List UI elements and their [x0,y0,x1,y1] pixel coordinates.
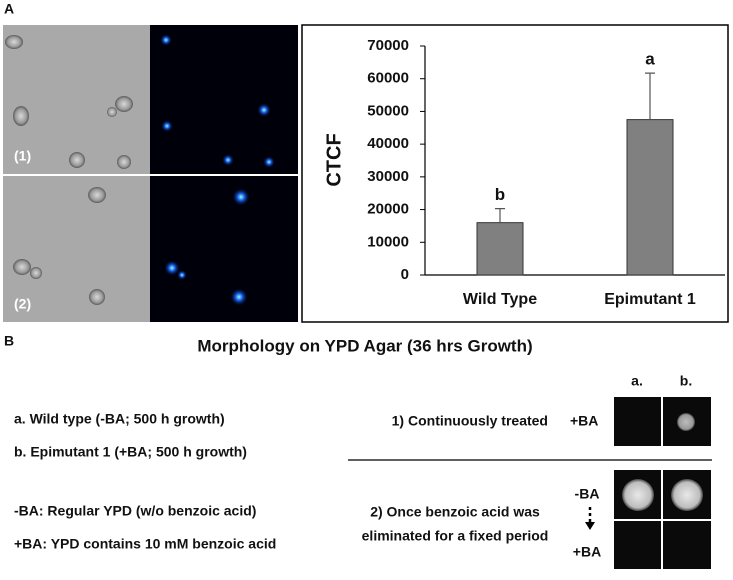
bar [476,222,524,276]
panel-label: B [4,333,14,349]
row-label: eliminated for a fixed period [362,528,549,544]
image-label: (2) [14,296,31,312]
y-tick-label: 10000 [367,233,409,250]
chart-frame [301,24,729,323]
chart: 0 10000 20000 30000 40000 50000 60000 70000 CTCF… [323,37,725,308]
micrographs: (1) (2) [3,25,298,322]
y-tick-label: 30000 [367,168,409,185]
y-tick-label: 20000 [367,201,409,218]
key-line: b. Epimutant 1 (+BA; 500 h growth) [14,444,247,460]
row-label: 1) Continuously treated [392,413,548,429]
y-tick-label: 60000 [367,70,409,87]
x-tick-label: Epimutant 1 [604,291,696,308]
column-label: b. [680,373,692,389]
arrow-head [585,522,595,530]
panel-title: Morphology on YPD Agar (36 hrs Growth) [197,336,532,355]
condition-label: +BA [570,413,598,429]
key-line: -BA: Regular YPD (w/o benzoic acid) [14,503,256,519]
bar [626,119,674,276]
error-bar [495,207,505,223]
significance-letter: a [645,50,655,69]
y-tick-label: 70000 [367,37,409,54]
y-tick-label: 50000 [367,102,409,119]
image-label: (1) [14,148,31,164]
row-label: 2) Once benzoic acid was [370,504,540,520]
x-tick-label: Wild Type [463,291,537,308]
key-line: +BA: YPD contains 10 mM benzoic acid [14,536,276,552]
column-label: a. [631,373,643,389]
panel-label: A [4,1,14,17]
condition-label: +BA [573,544,601,560]
significance-letter: b [495,185,505,204]
error-bar [645,72,655,120]
y-tick-label: 0 [401,266,409,283]
y-axis-label: CTCF [323,133,345,186]
plate-images [614,397,711,569]
key-line: a. Wild type (-BA; 500 h growth) [14,411,225,427]
y-tick-label: 40000 [367,135,409,152]
condition-label: -BA [575,486,600,502]
